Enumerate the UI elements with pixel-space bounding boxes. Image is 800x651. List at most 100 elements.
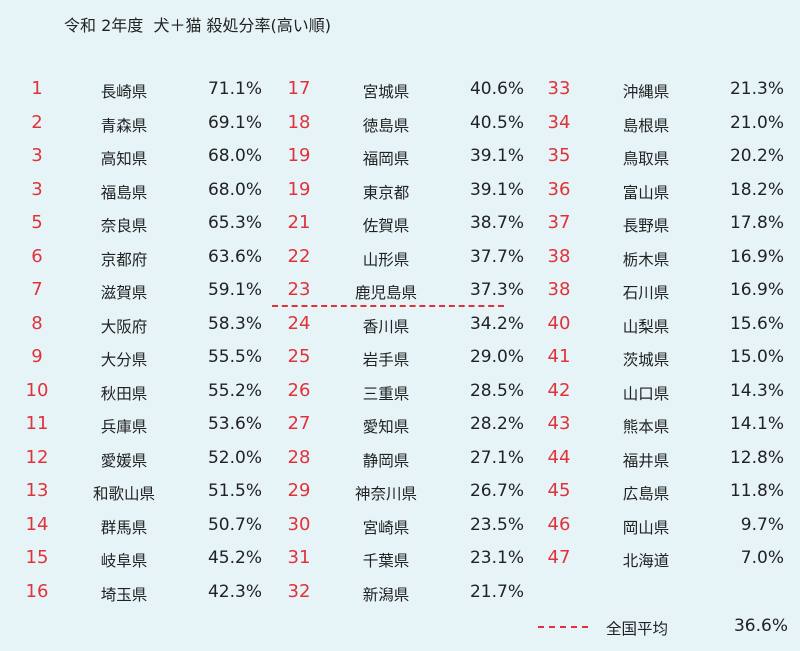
euthanasia-rate: 34.2%	[469, 313, 524, 334]
ranking-row: 17 宮城県 40.6%	[280, 74, 530, 108]
rank-number: 11	[25, 413, 49, 434]
euthanasia-rate: 9.7%	[740, 514, 784, 535]
prefecture-name: 山梨県	[622, 317, 670, 336]
ranking-row: 22 山形県 37.7%	[280, 242, 530, 276]
euthanasia-rate: 17.8%	[729, 213, 784, 233]
ranking-row: 27 愛知県 28.2%	[280, 409, 530, 443]
euthanasia-rate: 39.1%	[469, 146, 524, 166]
ranking-row: 44 福井県 12.8%	[540, 443, 790, 477]
prefecture-name: 北海道	[622, 552, 670, 570]
ranking-row: 25 岩手県 29.0%	[280, 342, 530, 376]
rank-number: 3	[31, 178, 43, 200]
euthanasia-rate: 63.6%	[207, 246, 262, 267]
prefecture-name: 青森県	[100, 116, 148, 135]
ranking-row: 28 静岡県 27.1%	[280, 443, 530, 477]
euthanasia-rate: 39.1%	[469, 179, 524, 200]
prefecture-name: 高知県	[100, 150, 148, 168]
prefecture-name: 東京都	[362, 183, 410, 202]
euthanasia-rate: 51.5%	[207, 481, 262, 501]
prefecture-name: 大分県	[100, 351, 148, 369]
prefecture-name: 鳥取県	[622, 150, 670, 168]
national-average-line	[272, 305, 504, 307]
ranking-row: 21 佐賀県 38.7%	[280, 208, 530, 242]
prefecture-name: 茨城県	[622, 351, 670, 369]
ranking-row: 7 滋賀県 59.1%	[18, 275, 268, 309]
rank-number: 7	[31, 279, 43, 300]
ranking-row: 5 奈良県 65.3%	[18, 208, 268, 242]
prefecture-name: 静岡県	[362, 451, 410, 470]
euthanasia-rate: 45.2%	[207, 548, 262, 568]
rank-number: 31	[287, 547, 311, 568]
rank-number: 36	[547, 178, 571, 200]
rank-number: 37	[547, 212, 571, 233]
ranking-row: 2 青森県 69.1%	[18, 108, 268, 142]
ranking-row: 11 兵庫県 53.6%	[18, 409, 268, 443]
ranking-row: 34 島根県 21.0%	[540, 108, 790, 142]
euthanasia-rate: 14.1%	[729, 414, 784, 434]
euthanasia-rate: 37.3%	[469, 280, 524, 300]
rank-number: 8	[31, 312, 43, 334]
rank-number: 3	[31, 145, 43, 166]
rank-number: 23	[287, 279, 311, 300]
ranking-row: 47 北海道 7.0%	[540, 543, 790, 577]
euthanasia-rate: 65.3%	[207, 213, 262, 233]
euthanasia-rate: 28.2%	[469, 414, 524, 434]
euthanasia-rate: 37.7%	[469, 246, 524, 267]
ranking-row: 16 埼玉県 42.3%	[18, 577, 268, 611]
rank-number: 38	[547, 245, 571, 267]
ranking-row: 30 宮崎県 23.5%	[280, 510, 530, 544]
ranking-row: 18 徳島県 40.5%	[280, 108, 530, 142]
prefecture-name: 愛知県	[362, 418, 410, 436]
rank-number: 2	[31, 111, 43, 133]
rank-number: 35	[547, 145, 571, 166]
ranking-column-1: 1 長崎県 71.1% 2 青森県 69.1% 3 高知県 68.0% 3 福島県 68.0% 5 奈良県…	[18, 74, 268, 610]
rank-number: 25	[287, 346, 311, 367]
prefecture-name: 熊本県	[622, 418, 670, 436]
prefecture-name: 兵庫県	[100, 418, 148, 436]
euthanasia-rate: 68.0%	[207, 179, 262, 200]
ranking-row: 46 岡山県 9.7%	[540, 510, 790, 544]
rank-number: 40	[547, 312, 571, 334]
prefecture-name: 山口県	[622, 384, 670, 403]
ranking-row: 19 福岡県 39.1%	[280, 141, 530, 175]
euthanasia-rate: 50.7%	[207, 514, 262, 535]
rank-number: 5	[31, 212, 43, 233]
euthanasia-rate: 38.7%	[469, 213, 524, 233]
ranking-row: 10 秋田県 55.2%	[18, 376, 268, 410]
rank-number: 26	[287, 379, 311, 401]
prefecture-name: 埼玉県	[100, 585, 148, 604]
euthanasia-rate: 23.5%	[469, 514, 524, 535]
prefecture-name: 三重県	[362, 384, 410, 403]
rank-number: 24	[287, 312, 311, 334]
rank-number: 18	[287, 111, 311, 133]
prefecture-name: 栃木県	[622, 250, 670, 269]
prefecture-name: 群馬県	[100, 518, 148, 537]
prefecture-name: 新潟県	[362, 585, 410, 604]
ranking-row: 24 香川県 34.2%	[280, 309, 530, 343]
prefecture-name: 岡山県	[622, 518, 670, 537]
ranking-row: 32 新潟県 21.7%	[280, 577, 530, 611]
euthanasia-rate: 69.1%	[207, 112, 262, 133]
rank-number: 19	[287, 145, 311, 166]
rank-number: 12	[25, 446, 49, 468]
prefecture-name: 富山県	[622, 183, 670, 202]
euthanasia-rate: 7.0%	[740, 548, 784, 568]
rank-number: 46	[547, 513, 571, 535]
rank-number: 43	[547, 413, 571, 434]
euthanasia-rate: 21.0%	[729, 112, 784, 133]
prefecture-name: 大阪府	[100, 317, 148, 336]
ranking-row: 35 鳥取県 20.2%	[540, 141, 790, 175]
rank-number: 47	[547, 547, 571, 568]
prefecture-name: 岩手県	[362, 351, 410, 369]
rank-number: 30	[287, 513, 311, 535]
ranking-row: 12 愛媛県 52.0%	[18, 443, 268, 477]
prefecture-name: 和歌山県	[92, 485, 155, 503]
ranking-row: 37 長野県 17.8%	[540, 208, 790, 242]
page-title: 令和 2年度 犬＋猫 殺処分率(高い順)	[64, 16, 332, 35]
euthanasia-rate: 71.1%	[207, 79, 262, 99]
prefecture-name: 千葉県	[362, 552, 410, 570]
euthanasia-rate: 55.2%	[207, 380, 262, 401]
prefecture-name: 佐賀県	[362, 217, 410, 235]
prefecture-name: 滋賀県	[100, 284, 148, 302]
prefecture-name: 香川県	[362, 317, 410, 336]
